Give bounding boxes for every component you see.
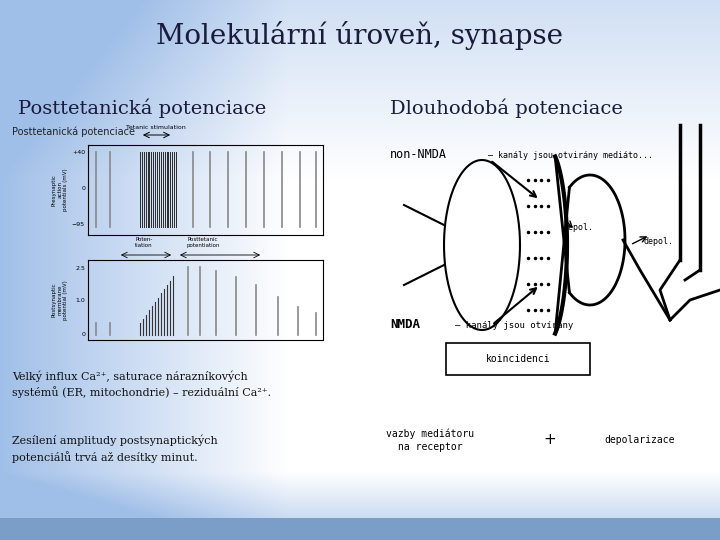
Text: Poten-
tiation: Poten- tiation [135, 237, 153, 248]
Text: NMDA: NMDA [390, 319, 420, 332]
Text: Tetanic stimulation: Tetanic stimulation [126, 125, 186, 130]
Text: Molekulární úroveň, synapse: Molekulární úroveň, synapse [156, 21, 564, 50]
Text: Presynaptic
action
potentials (mV): Presynaptic action potentials (mV) [52, 168, 68, 211]
Text: depol.: depol. [563, 224, 593, 233]
Text: depolarizace: depolarizace [605, 435, 675, 445]
FancyBboxPatch shape [0, 518, 720, 540]
Text: −95: −95 [72, 222, 85, 227]
Text: +: + [544, 433, 557, 448]
Text: vazby mediátoru
na receptor: vazby mediátoru na receptor [386, 428, 474, 452]
Text: 0: 0 [81, 333, 85, 338]
Text: Posttetanická potenciace: Posttetanická potenciace [18, 98, 266, 118]
Text: Zesílení amplitudy postsynaptických
potenciálů trvá až desítky minut.: Zesílení amplitudy postsynaptických pote… [12, 435, 217, 463]
Text: 0: 0 [81, 186, 85, 191]
Text: depol.: depol. [643, 238, 673, 246]
FancyBboxPatch shape [446, 343, 590, 375]
Text: Dlouhodobá potenciace: Dlouhodobá potenciace [390, 98, 623, 118]
Text: Posttetanická potenciace: Posttetanická potenciace [12, 127, 135, 137]
Text: +40: +40 [72, 151, 85, 156]
Text: Posttetanic
potentiation: Posttetanic potentiation [186, 237, 220, 248]
Text: 2.5: 2.5 [75, 266, 85, 271]
Text: non-NMDA: non-NMDA [390, 148, 447, 161]
Text: – kanály jsou otvirány mediáto...: – kanály jsou otvirány mediáto... [488, 151, 653, 159]
Text: – kanály jsou otvírány: – kanály jsou otvírány [455, 321, 573, 329]
Text: Velký influx Ca²⁺, saturace nárazníkových
systémů (ER, mitochondrie) – reziduáln: Velký influx Ca²⁺, saturace nárazníkovýc… [12, 370, 271, 398]
Text: 1.0: 1.0 [76, 298, 85, 302]
Text: Postsynaptic
membrane
potential (mV): Postsynaptic membrane potential (mV) [52, 280, 68, 320]
Text: koincidenci: koincidenci [486, 354, 550, 364]
